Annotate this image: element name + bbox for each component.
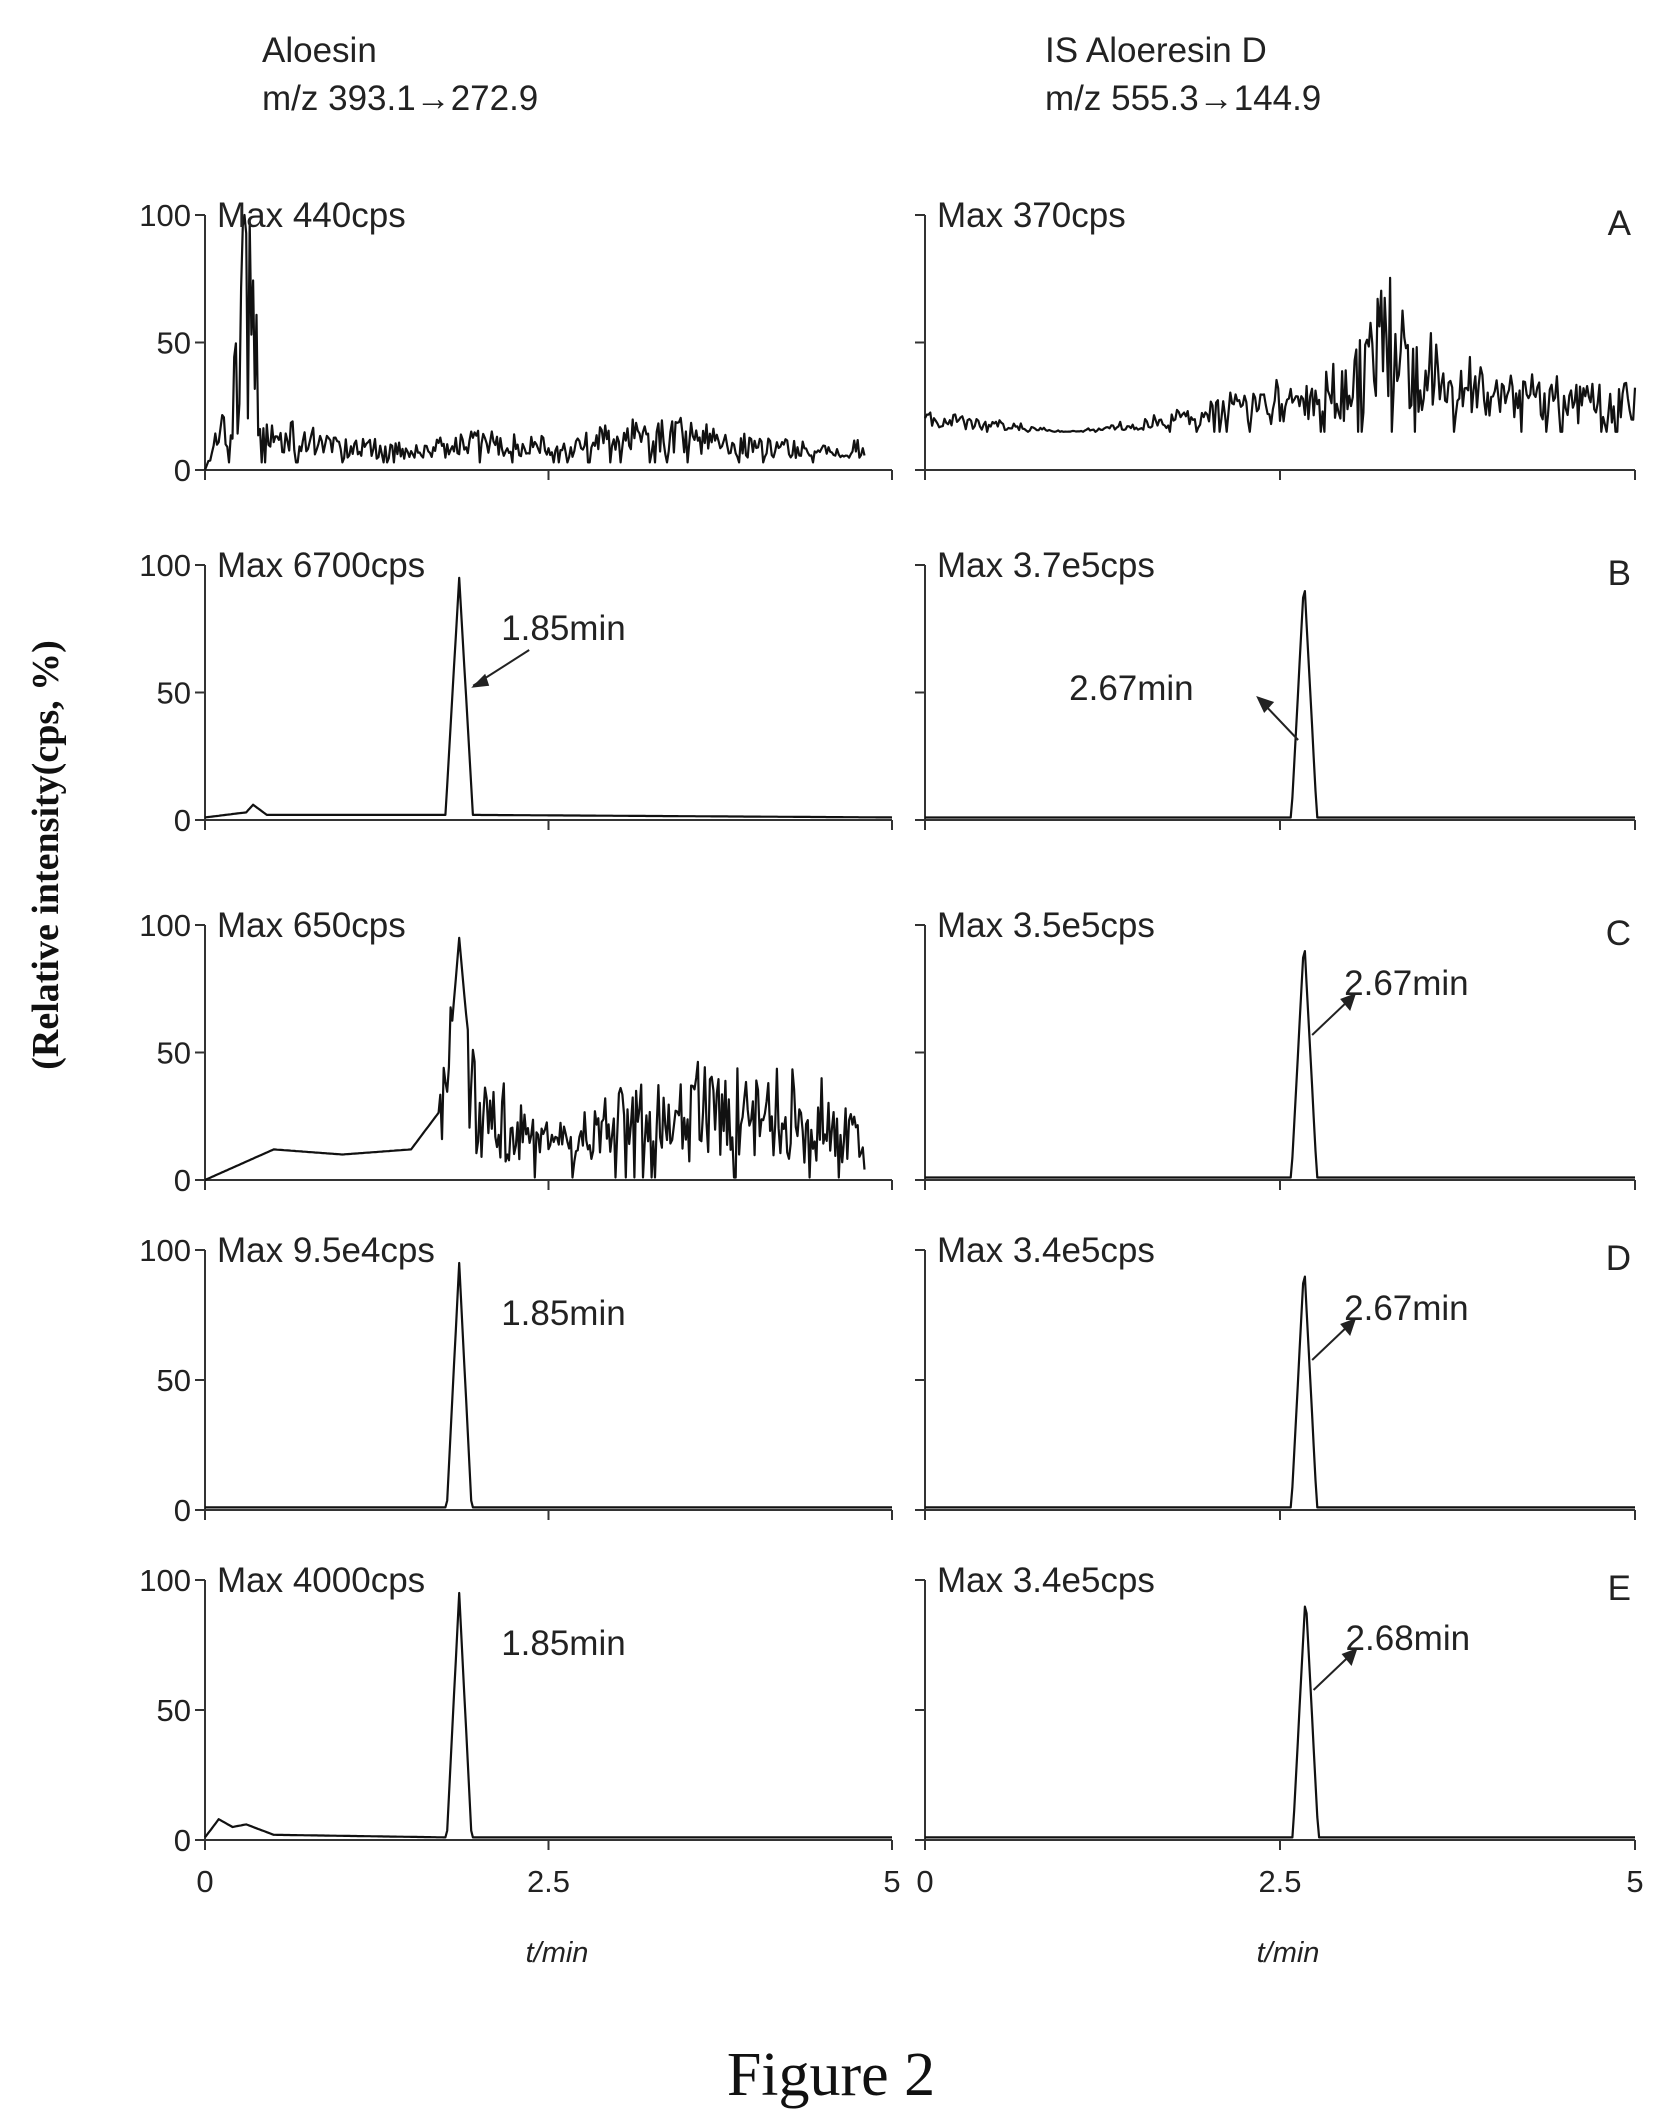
chromatogram-trace <box>924 276 1637 433</box>
y-tick-label: 50 <box>157 676 191 711</box>
chromatogram-trace <box>205 1261 892 1509</box>
y-tick-label: 0 <box>174 1493 191 1528</box>
peak-arrowhead <box>1340 1318 1357 1336</box>
chart-panel: 0 50 100 0 2.5 5 Max 4000cps 1.85min <box>139 1561 900 1899</box>
y-tick-label: 100 <box>139 548 191 583</box>
chromatogram-trace <box>204 936 866 1181</box>
y-tick-label: 100 <box>139 908 191 943</box>
max-intensity-label: Max 6700cps <box>217 546 425 585</box>
y-tick-label: 0 <box>174 1823 191 1858</box>
max-intensity-label: Max 440cps <box>217 196 406 235</box>
panel-letter: B <box>1608 554 1631 593</box>
column-title-right: IS Aloeresin D <box>1045 31 1267 70</box>
chart-panel: 0 2.5 5 Max 3.4e5cps E 2.68min <box>915 1561 1644 1899</box>
chart-panel: Max 3.4e5cps D 2.67min <box>915 1231 1636 1520</box>
chart-panel: Max 3.5e5cps C 2.67min <box>915 906 1636 1190</box>
figure-caption: Figure 2 <box>727 2041 935 2109</box>
max-intensity-label: Max 650cps <box>217 906 406 945</box>
chart-panel: Max 3.7e5cps B 2.67min <box>915 546 1636 830</box>
x-axis-label-left: t/min <box>526 1937 589 1969</box>
chart-panel: 0 50 100 Max 650cps <box>139 906 893 1198</box>
panel-letter: C <box>1606 914 1631 953</box>
chromatogram-trace <box>204 1591 892 1839</box>
x-tick-label: 0 <box>916 1864 933 1899</box>
max-intensity-label: Max 3.5e5cps <box>937 906 1155 945</box>
chromatogram-trace <box>203 213 866 471</box>
x-tick-label: 2.5 <box>527 1864 570 1899</box>
retention-time-label: 2.68min <box>1346 1619 1471 1658</box>
panel-letter: D <box>1606 1239 1631 1278</box>
retention-time-label: 2.67min <box>1344 1289 1469 1328</box>
y-tick-label: 0 <box>174 453 191 488</box>
max-intensity-label: Max 3.4e5cps <box>937 1231 1155 1270</box>
column-title-left: Aloesin <box>262 31 377 70</box>
retention-time-label: 2.67min <box>1344 964 1469 1003</box>
y-tick-label: 50 <box>157 326 191 361</box>
max-intensity-label: Max 3.7e5cps <box>937 546 1155 585</box>
panel-letter: A <box>1608 204 1632 243</box>
retention-time-label: 2.67min <box>1069 669 1194 708</box>
chart-panel: 0 50 100 Max 6700cps 1.85min <box>139 546 893 838</box>
peak-arrowhead <box>471 673 490 688</box>
y-tick-label: 0 <box>174 1163 191 1198</box>
chart-panel: 0 50 100 Max 440cps <box>139 196 893 488</box>
y-tick-label: 100 <box>139 1563 191 1598</box>
y-tick-label: 50 <box>157 1693 191 1728</box>
y-tick-label: 100 <box>139 198 191 233</box>
x-tick-label: 5 <box>883 1864 900 1899</box>
x-axis-label-right: t/min <box>1257 1937 1320 1969</box>
chart-panel: Max 370cps A <box>915 196 1637 480</box>
chromatogram-trace <box>925 589 1635 819</box>
chromatogram-trace <box>204 576 893 819</box>
panel-letter: E <box>1608 1569 1631 1608</box>
chromatogram-trace <box>925 949 1635 1179</box>
x-tick-label: 5 <box>1626 1864 1643 1899</box>
retention-time-label: 1.85min <box>501 1294 626 1333</box>
max-intensity-label: Max 370cps <box>937 196 1126 235</box>
y-tick-label: 100 <box>139 1233 191 1268</box>
x-tick-label: 0 <box>196 1864 213 1899</box>
max-intensity-label: Max 3.4e5cps <box>937 1561 1155 1600</box>
retention-time-label: 1.85min <box>501 609 626 648</box>
x-tick-label: 2.5 <box>1258 1864 1301 1899</box>
peak-arrowhead <box>1256 696 1275 713</box>
chromatogram-trace <box>925 1605 1635 1839</box>
retention-time-label: 1.85min <box>501 1624 626 1663</box>
max-intensity-label: Max 9.5e4cps <box>217 1231 435 1270</box>
y-axis-label: (Relative intensity(cps, %) <box>25 640 67 1070</box>
y-tick-label: 0 <box>174 803 191 838</box>
column-transition-right: m/z 555.3→144.9 <box>1045 79 1321 118</box>
chromatogram-trace <box>925 1275 1635 1509</box>
peak-arrowhead <box>1341 1648 1358 1666</box>
max-intensity-label: Max 4000cps <box>217 1561 425 1600</box>
peak-arrowhead <box>1340 993 1357 1011</box>
y-tick-label: 50 <box>157 1363 191 1398</box>
y-tick-label: 50 <box>157 1036 191 1071</box>
column-transition-left: m/z 393.1→272.9 <box>262 79 538 118</box>
chart-panel: 0 50 100 Max 9.5e4cps 1.85min <box>139 1231 893 1528</box>
